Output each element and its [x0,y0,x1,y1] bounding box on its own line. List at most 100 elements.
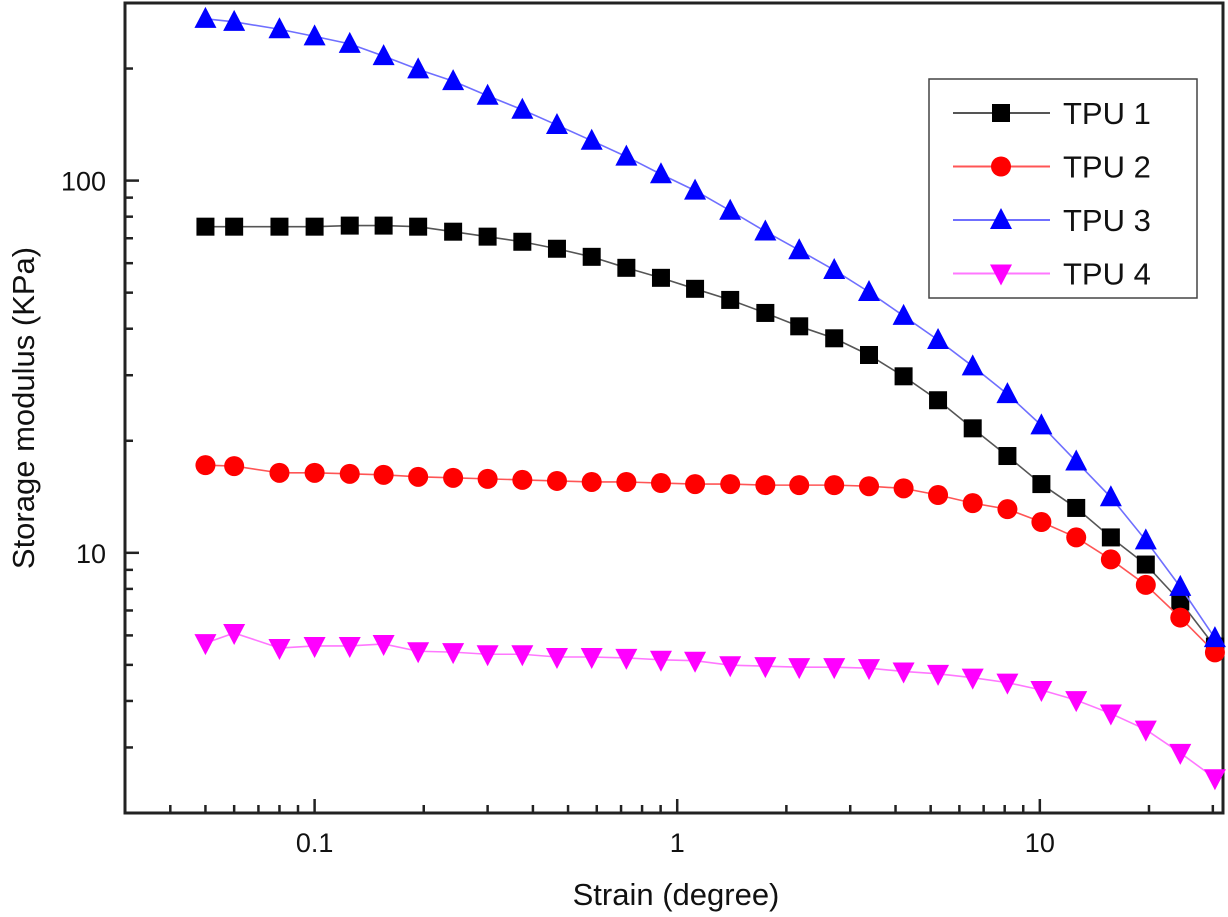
data-point [963,419,982,438]
legend-marker-icon [991,156,1011,177]
data-point [512,469,533,490]
plot-frame [123,1,1225,815]
data-point [756,303,775,322]
data-point [195,455,216,476]
data-point [1100,549,1121,570]
data-point [546,470,567,491]
data-point [303,24,326,46]
data-point [893,478,914,499]
data-point [1065,449,1088,471]
data-point [223,9,246,31]
legend-box [928,78,1198,299]
data-point [476,645,499,667]
data-point [1170,607,1191,628]
data-point [1134,528,1157,550]
data-point [858,280,881,302]
data-point [755,475,776,496]
data-point [1099,485,1122,507]
data-point [511,97,534,119]
series-tpu-4 [194,623,1226,791]
data-point [1134,720,1157,742]
data-point [478,227,497,246]
data-point [686,279,705,298]
x-tick-label: 0.1 [296,828,334,858]
data-point [1066,527,1087,548]
data-point [580,647,603,669]
data-point [225,217,244,236]
data-point [1101,528,1120,547]
data-point [788,658,811,680]
data-point [961,668,984,690]
data-point [996,673,1019,695]
data-point [1099,704,1122,726]
data-point [892,662,915,684]
data-point [304,462,325,483]
data-point [790,317,809,336]
x-axis-tick-labels: 0.1 1 10 [296,828,1055,858]
data-point [858,659,881,681]
data-point [617,258,636,277]
data-point [685,474,706,495]
data-point [373,464,394,485]
data-point [407,57,430,79]
data-point [649,162,672,184]
data-point [1067,498,1086,517]
data-point [270,217,289,236]
data-point [1169,743,1192,765]
data-point [616,471,637,492]
x-axis-ticks [123,799,1215,813]
data-point [754,219,777,241]
data-point [1031,512,1052,533]
legend-item: TPU 1 [953,96,1151,131]
data-point [224,456,245,477]
data-point [719,198,742,220]
data-point [582,247,601,266]
data-point [997,499,1018,520]
data-point [859,476,880,497]
data-point [998,447,1017,466]
legend: TPU 1 TPU 2 TPU 3 TPU 4 [928,78,1198,299]
data-point [615,648,638,670]
y-tick-label: 10 [76,539,106,569]
legend-label: TPU 2 [1063,150,1151,185]
data-point [962,493,983,514]
data-point [407,642,430,664]
data-point [196,217,215,236]
legend-marker-icon [990,208,1012,229]
data-point [338,636,361,658]
series-tpu-2 [195,455,1225,663]
data-point [268,17,291,39]
data-point [545,113,568,135]
data-point [305,217,324,236]
data-point [513,232,532,251]
legend-label: TPU 1 [1063,96,1151,131]
data-point [823,658,846,680]
data-point [1203,769,1226,791]
data-point [615,144,638,166]
data-point [339,463,360,484]
data-point [823,258,846,280]
data-point [442,643,465,665]
data-point [684,178,707,200]
data-point [372,44,395,66]
data-point [1065,691,1088,713]
legend-label: TPU 3 [1063,203,1151,238]
data-point [1204,642,1225,663]
data-point [719,656,742,678]
data-point [788,238,811,260]
data-point [374,216,393,235]
data-point [1032,475,1051,494]
y-axis-title: Storage modulus (KPa) [6,247,41,569]
data-point [996,382,1019,404]
series-layer [194,6,1226,791]
data-point [408,466,429,487]
data-point [927,664,950,686]
data-point [650,473,671,494]
data-point [580,128,603,150]
series-line [205,632,1216,779]
data-point [649,650,672,672]
data-point [444,222,463,241]
series-tpu-3 [194,6,1226,648]
data-point [928,485,949,506]
